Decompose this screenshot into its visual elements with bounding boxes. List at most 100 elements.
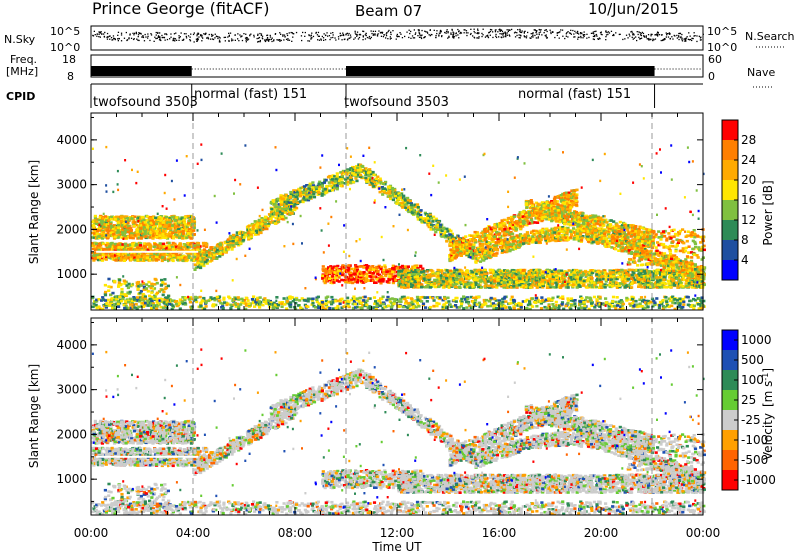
nsky-point (638, 34, 639, 35)
nsky-point (470, 29, 471, 30)
power-echo (452, 283, 455, 286)
power-echo (295, 196, 298, 199)
power-echo (347, 264, 350, 267)
nsky-point (423, 37, 424, 38)
nsky-point (490, 29, 491, 30)
nsky-point (566, 36, 567, 37)
power-echo (154, 217, 157, 220)
nsky-point (180, 36, 181, 37)
power-echo (391, 267, 394, 270)
power-echo (388, 186, 391, 189)
power-echo (136, 247, 139, 250)
nsky-point (373, 31, 374, 32)
power-echo (372, 185, 375, 188)
nsky-point (586, 38, 587, 39)
nsky-point (527, 32, 528, 33)
power-echo (433, 282, 436, 285)
nsky-point (577, 31, 578, 32)
nsky-point (225, 37, 226, 38)
nsky-point (334, 37, 335, 38)
power-echo (442, 228, 445, 231)
power-echo (254, 220, 257, 223)
nsky-point (301, 40, 302, 41)
nsky-point (147, 37, 148, 38)
nsky-point (338, 38, 339, 39)
nsky-point (669, 32, 670, 33)
power-echo (313, 196, 316, 199)
nsky-point (541, 34, 542, 35)
date-label: 10/Jun/2015 (588, 0, 679, 18)
nsky-point (578, 33, 579, 34)
nsky-point (178, 40, 179, 41)
nsky-point (531, 36, 532, 37)
power-echo (179, 242, 182, 245)
nsky-point (582, 37, 583, 38)
nsky-point (272, 38, 273, 39)
nsky-point (216, 36, 217, 37)
power-echo (364, 177, 367, 180)
nsky-point (291, 41, 292, 42)
nsky-point (348, 35, 349, 36)
power-echo (434, 231, 437, 234)
nsky-point (323, 40, 324, 41)
power-echo (140, 290, 143, 293)
power-echo (372, 272, 375, 275)
nsky-point (301, 35, 302, 36)
nsky-point (159, 38, 160, 39)
power-echo (184, 223, 187, 226)
nsky-point (596, 34, 597, 35)
nsky-point (501, 33, 502, 34)
power-echo (414, 276, 417, 279)
power-echo (417, 282, 420, 285)
nsky-point (173, 38, 174, 39)
power-echo (430, 217, 433, 220)
nsky-point (210, 39, 211, 40)
power-echo (150, 291, 153, 294)
nsky-point (687, 36, 688, 37)
power-echo (381, 193, 384, 196)
nsky-point (311, 37, 312, 38)
nsky-point (374, 35, 375, 36)
nsky-point (505, 33, 506, 34)
nsky-point (434, 30, 435, 31)
nsky-point (158, 35, 159, 36)
power-echo (445, 228, 448, 231)
nsky-point (535, 32, 536, 33)
nsky-point (190, 34, 191, 35)
nsky-point (302, 32, 303, 33)
nsky-point (254, 36, 255, 37)
nsky-point (690, 36, 691, 37)
nsky-point (470, 33, 471, 34)
nsky-point (532, 33, 533, 34)
power-echo (95, 254, 98, 257)
power-echo (147, 281, 150, 284)
nsky-point (531, 33, 532, 34)
power-echo (324, 188, 327, 191)
power-echo (315, 186, 318, 189)
nsky-point (703, 34, 704, 35)
power-echo (325, 179, 328, 182)
nsky-point (539, 32, 540, 33)
power-echo (336, 172, 339, 175)
nsky-point (181, 32, 182, 33)
power-echo (352, 181, 355, 184)
power-echo (388, 278, 391, 281)
nsky-point (304, 36, 305, 37)
nsky-point (448, 31, 449, 32)
nsky-point (691, 38, 692, 39)
nsky-point (611, 31, 612, 32)
nsky-point (111, 39, 112, 40)
nsky-point (330, 33, 331, 34)
nsky-point (126, 40, 127, 41)
nsky-point (131, 38, 132, 39)
nsky-point (406, 32, 407, 33)
power-echo (388, 268, 391, 271)
nsky-point (557, 32, 558, 33)
power-echo (420, 216, 423, 219)
nsky-point (436, 33, 437, 34)
power-echo (409, 200, 412, 203)
nsky-point (650, 35, 651, 36)
nsky-point (335, 39, 336, 40)
power-echo (107, 278, 110, 281)
nsky-point (197, 34, 198, 35)
